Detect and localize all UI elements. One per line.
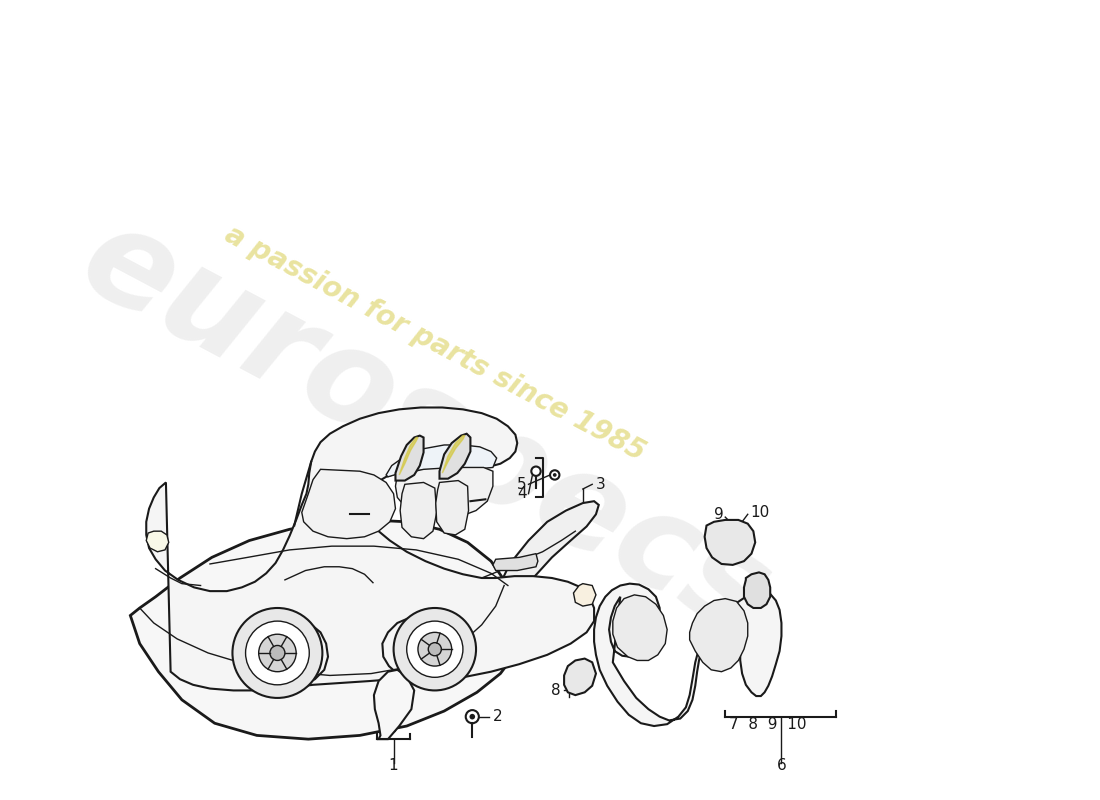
Polygon shape <box>498 501 598 625</box>
Circle shape <box>394 608 476 690</box>
Polygon shape <box>442 436 465 473</box>
Text: 8: 8 <box>551 683 560 698</box>
Polygon shape <box>146 407 594 690</box>
Polygon shape <box>399 438 418 475</box>
Polygon shape <box>396 436 424 481</box>
Text: 3: 3 <box>596 477 606 492</box>
Polygon shape <box>400 482 437 538</box>
Polygon shape <box>493 554 538 570</box>
Text: 4: 4 <box>517 486 527 501</box>
Circle shape <box>245 621 309 685</box>
Text: 6: 6 <box>777 758 786 773</box>
Text: 5: 5 <box>517 477 527 492</box>
Polygon shape <box>146 531 168 552</box>
Circle shape <box>470 714 475 719</box>
Text: a passion for parts since 1985: a passion for parts since 1985 <box>220 221 650 467</box>
Text: 1: 1 <box>388 758 398 773</box>
Circle shape <box>407 621 463 678</box>
Polygon shape <box>301 470 396 538</box>
Circle shape <box>553 473 557 477</box>
Text: 3: 3 <box>388 722 398 736</box>
Circle shape <box>428 642 441 656</box>
Text: 10: 10 <box>750 505 770 520</box>
Polygon shape <box>573 584 596 606</box>
Circle shape <box>232 608 322 698</box>
Polygon shape <box>744 572 770 608</box>
Circle shape <box>270 646 285 661</box>
Polygon shape <box>564 658 596 695</box>
Circle shape <box>418 632 452 666</box>
Polygon shape <box>386 445 496 477</box>
Polygon shape <box>374 670 415 739</box>
Text: 2: 2 <box>493 709 503 724</box>
Text: 9: 9 <box>714 506 724 522</box>
Polygon shape <box>436 481 469 535</box>
Circle shape <box>531 466 541 476</box>
Polygon shape <box>396 467 493 518</box>
Polygon shape <box>440 434 471 478</box>
Text: eurospecs: eurospecs <box>60 194 790 662</box>
Polygon shape <box>690 598 748 672</box>
Polygon shape <box>705 520 756 565</box>
Polygon shape <box>613 595 668 661</box>
Circle shape <box>258 634 296 672</box>
Text: 7  8  9  10: 7 8 9 10 <box>729 717 806 732</box>
Polygon shape <box>130 520 519 739</box>
Polygon shape <box>594 584 781 726</box>
